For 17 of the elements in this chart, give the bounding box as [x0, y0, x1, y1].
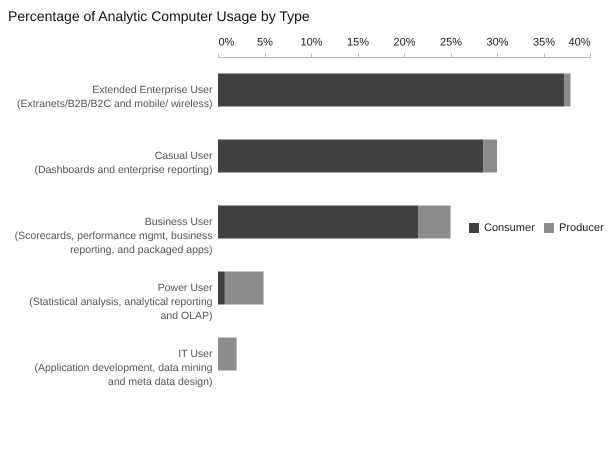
- x-tick-label: 15%: [346, 36, 370, 48]
- x-tick-label: 40%: [568, 36, 591, 48]
- y-tick-label: Business User (Scorecards, performance mgmt, business reporting, and packaged apps): [14, 216, 213, 256]
- chart-title: Percentage of Analytic Computer Usage by Type: [8, 8, 310, 24]
- x-tick-label: 10%: [300, 36, 323, 48]
- y-tick-label: IT User (Application development, data mining and meta data design): [34, 348, 213, 388]
- x-tick-label: 35%: [532, 36, 556, 48]
- x-tick-label: 0%: [218, 36, 235, 48]
- x-tick-label: 5%: [257, 36, 274, 48]
- x-tick-label: 25%: [440, 36, 462, 48]
- x-tick-label: 30%: [486, 36, 509, 48]
- legend-label: Consumer: [484, 222, 536, 234]
- y-tick-label: Casual User (Dashboards and enterprise reporting): [34, 150, 213, 176]
- legend-label: Producer: [559, 222, 604, 234]
- x-tick-label: 20%: [393, 36, 416, 48]
- y-tick-label: Power User (Statistical analysis, analytical reporting and OLAP): [29, 282, 213, 322]
- y-tick-label: Extended Enterprise User (Extranets/B2B/B2C and mobile/ wireless): [17, 84, 213, 110]
